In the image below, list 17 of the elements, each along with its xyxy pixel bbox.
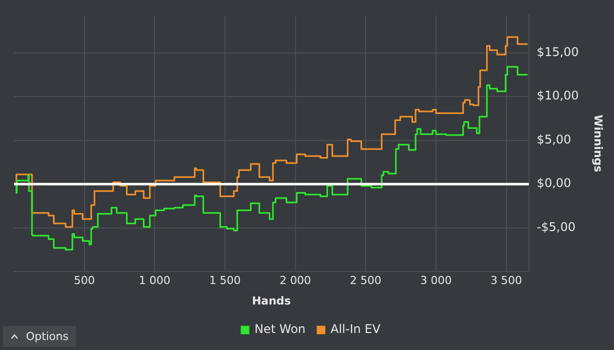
x-tick-label: 1 000 [138, 274, 170, 288]
y-axis-title: Winnings [592, 114, 605, 173]
x-axis-title: Hands [252, 294, 292, 308]
legend-label: All-In EV [330, 322, 382, 336]
x-tick-label: 500 [74, 274, 95, 288]
y-tick-label: $15,00 [536, 44, 579, 59]
x-tick-label: 3 000 [420, 274, 452, 288]
y-tick-label: $0,00 [536, 176, 572, 190]
text: Options [26, 330, 68, 343]
y-tick-label: $5,00 [536, 132, 572, 146]
x-tick-label: 2 000 [280, 274, 312, 288]
y-tick-label: $10,00 [536, 88, 579, 103]
x-tick-label: 1 500 [209, 274, 241, 288]
legend-label: Net Won [254, 322, 306, 336]
x-tick-label: 3 500 [490, 274, 522, 288]
y-tick-label: -$5,00 [536, 220, 576, 234]
x-tick-label: 2 500 [350, 274, 382, 288]
